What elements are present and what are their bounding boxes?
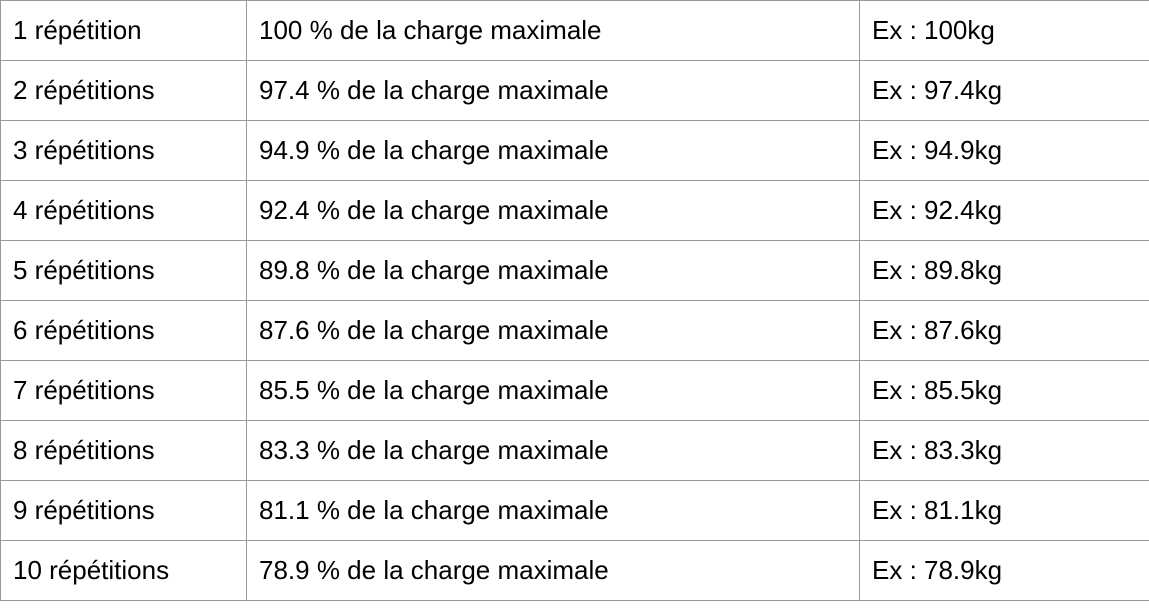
cell-percent: 94.9 % de la charge maximale <box>247 121 860 181</box>
cell-percent: 81.1 % de la charge maximale <box>247 481 860 541</box>
cell-percent: 89.8 % de la charge maximale <box>247 241 860 301</box>
cell-reps: 9 répétitions <box>1 481 247 541</box>
table-row: 10 répétitions 78.9 % de la charge maxim… <box>1 541 1149 601</box>
cell-percent: 92.4 % de la charge maximale <box>247 181 860 241</box>
cell-reps: 6 répétitions <box>1 301 247 361</box>
cell-percent: 78.9 % de la charge maximale <box>247 541 860 601</box>
table-row: 5 répétitions 89.8 % de la charge maxima… <box>1 241 1149 301</box>
table-row: 7 répétitions 85.5 % de la charge maxima… <box>1 361 1149 421</box>
table-row: 3 répétitions 94.9 % de la charge maxima… <box>1 121 1149 181</box>
cell-example: Ex : 83.3kg <box>860 421 1149 481</box>
table-row: 9 répétitions 81.1 % de la charge maxima… <box>1 481 1149 541</box>
table-row: 1 répétition 100 % de la charge maximale… <box>1 1 1149 61</box>
cell-example: Ex : 92.4kg <box>860 181 1149 241</box>
cell-reps: 3 répétitions <box>1 121 247 181</box>
cell-reps: 2 répétitions <box>1 61 247 121</box>
cell-example: Ex : 85.5kg <box>860 361 1149 421</box>
cell-reps: 7 répétitions <box>1 361 247 421</box>
cell-reps: 1 répétition <box>1 1 247 61</box>
cell-percent: 85.5 % de la charge maximale <box>247 361 860 421</box>
cell-example: Ex : 89.8kg <box>860 241 1149 301</box>
table-row: 4 répétitions 92.4 % de la charge maxima… <box>1 181 1149 241</box>
cell-example: Ex : 78.9kg <box>860 541 1149 601</box>
table-row: 6 répétitions 87.6 % de la charge maxima… <box>1 301 1149 361</box>
cell-percent: 87.6 % de la charge maximale <box>247 301 860 361</box>
table-row: 2 répétitions 97.4 % de la charge maxima… <box>1 61 1149 121</box>
cell-example: Ex : 94.9kg <box>860 121 1149 181</box>
cell-percent: 97.4 % de la charge maximale <box>247 61 860 121</box>
cell-percent: 100 % de la charge maximale <box>247 1 860 61</box>
repetitions-table: 1 répétition 100 % de la charge maximale… <box>0 0 1149 601</box>
cell-reps: 10 répétitions <box>1 541 247 601</box>
cell-reps: 8 répétitions <box>1 421 247 481</box>
cell-example: Ex : 81.1kg <box>860 481 1149 541</box>
cell-percent: 83.3 % de la charge maximale <box>247 421 860 481</box>
table-row: 8 répétitions 83.3 % de la charge maxima… <box>1 421 1149 481</box>
cell-reps: 4 répétitions <box>1 181 247 241</box>
cell-example: Ex : 97.4kg <box>860 61 1149 121</box>
cell-example: Ex : 87.6kg <box>860 301 1149 361</box>
cell-example: Ex : 100kg <box>860 1 1149 61</box>
cell-reps: 5 répétitions <box>1 241 247 301</box>
